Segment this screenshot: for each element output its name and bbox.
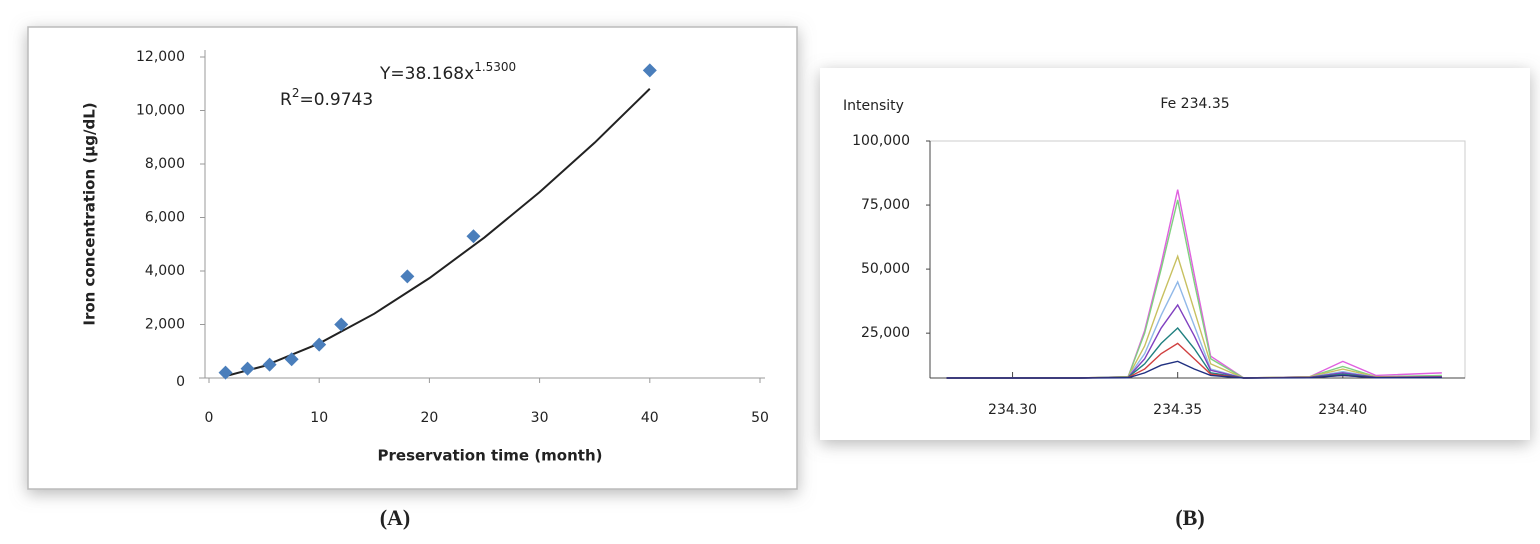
- x-tick-label: 50: [751, 410, 769, 426]
- x-tick-label: 234.40: [1318, 402, 1367, 418]
- y-tick-label: 10,000: [136, 103, 185, 119]
- panel-label: (A): [380, 505, 411, 530]
- y-axis-label: Iron concentration (µg/dL): [81, 102, 99, 325]
- data-point: [334, 317, 349, 332]
- panel-a-frame: [27, 26, 798, 490]
- x-tick-label: 40: [641, 410, 659, 426]
- x-tick-label: 0: [205, 410, 214, 426]
- data-point: [312, 337, 327, 352]
- y-tick-label: 100,000: [852, 133, 910, 149]
- y-axis-label: Intensity: [843, 98, 904, 114]
- r-squared-text: R: [280, 90, 292, 110]
- y-tick-label: 25,000: [861, 325, 910, 341]
- y-tick-label: 8,000: [145, 156, 185, 172]
- y-tick-label: 12,000: [136, 49, 185, 65]
- data-point: [284, 352, 299, 367]
- x-tick-label: 30: [531, 410, 549, 426]
- panel-label: (B): [1175, 505, 1204, 530]
- x-tick-label: 234.30: [988, 402, 1037, 418]
- data-point: [262, 357, 277, 372]
- spectrum-line: [946, 360, 1442, 379]
- y-tick-label: 0: [176, 374, 185, 390]
- x-tick-label: 10: [310, 410, 328, 426]
- equation-exponent: 1.5300: [474, 60, 516, 74]
- y-tick-label: 75,000: [861, 197, 910, 213]
- r-squared: R2=0.9743: [280, 86, 373, 111]
- data-point: [400, 269, 415, 284]
- data-point: [218, 365, 233, 380]
- equation: Y=38.168x1.5300: [379, 60, 516, 85]
- x-tick-label: 20: [420, 410, 438, 426]
- y-tick-label: 50,000: [861, 261, 910, 277]
- trendline: [225, 88, 651, 378]
- y-tick-label: 4,000: [145, 263, 185, 279]
- panel-b-frame: [820, 68, 1530, 440]
- equation-text: Y=38.168x: [379, 64, 474, 84]
- chart-title: Fe 234.35: [1160, 96, 1229, 112]
- data-point: [642, 63, 657, 78]
- data-point: [240, 361, 255, 376]
- r-squared-rest: =0.9743: [299, 90, 373, 110]
- y-tick-label: 6,000: [145, 210, 185, 226]
- x-tick-label: 234.35: [1153, 402, 1202, 418]
- r-squared-sup: 2: [292, 86, 300, 100]
- x-axis-label: Preservation time (month): [378, 447, 603, 465]
- y-tick-label: 2,000: [145, 317, 185, 333]
- data-point: [466, 229, 481, 244]
